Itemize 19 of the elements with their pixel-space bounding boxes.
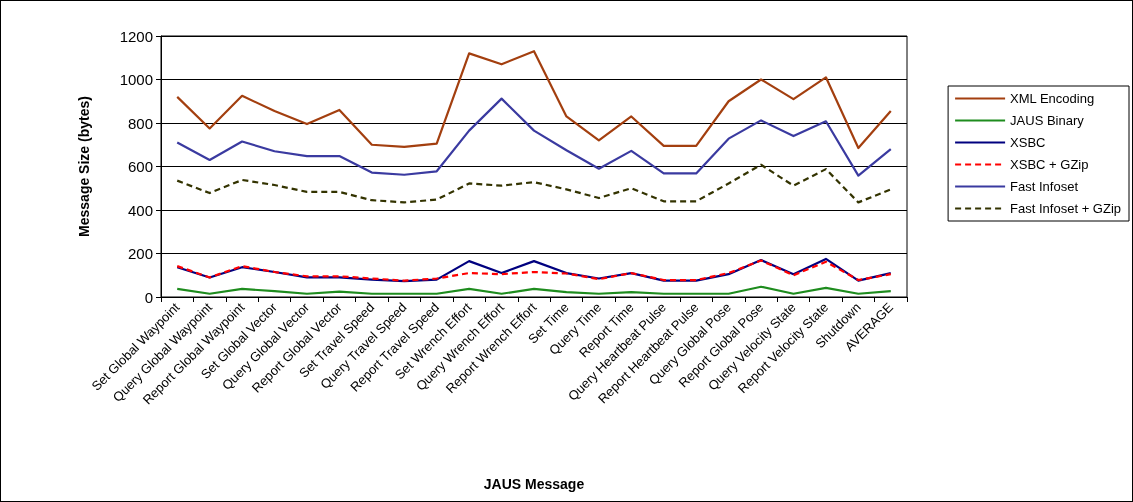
line-series — [176, 97, 892, 177]
legend-label: JAUS Binary — [1010, 113, 1085, 128]
y-tick-label: 1000 — [119, 71, 153, 88]
y-tick-label: 0 — [144, 288, 153, 306]
legend-label: Fast Infoset — [1010, 179, 1079, 194]
y-tick-label: 600 — [127, 158, 153, 175]
legend-label: Fast Infoset + GZip — [1010, 201, 1121, 216]
y-tick-label: 200 — [127, 245, 153, 262]
legend-label: XML Encoding — [1010, 91, 1095, 106]
x-axis-title: JAUS Message — [483, 476, 585, 492]
y-axis-title: Message Size (bytes) — [76, 96, 92, 237]
line-series — [176, 163, 892, 204]
legend-label: XSBC + GZip — [1010, 157, 1089, 172]
line-series — [176, 285, 892, 295]
y-tick-label: 400 — [127, 201, 153, 219]
legend-label: XSBC — [1010, 135, 1046, 150]
y-tick-label: 800 — [127, 114, 153, 132]
y-tick-label: 1200 — [119, 27, 153, 45]
line-series — [176, 50, 892, 150]
